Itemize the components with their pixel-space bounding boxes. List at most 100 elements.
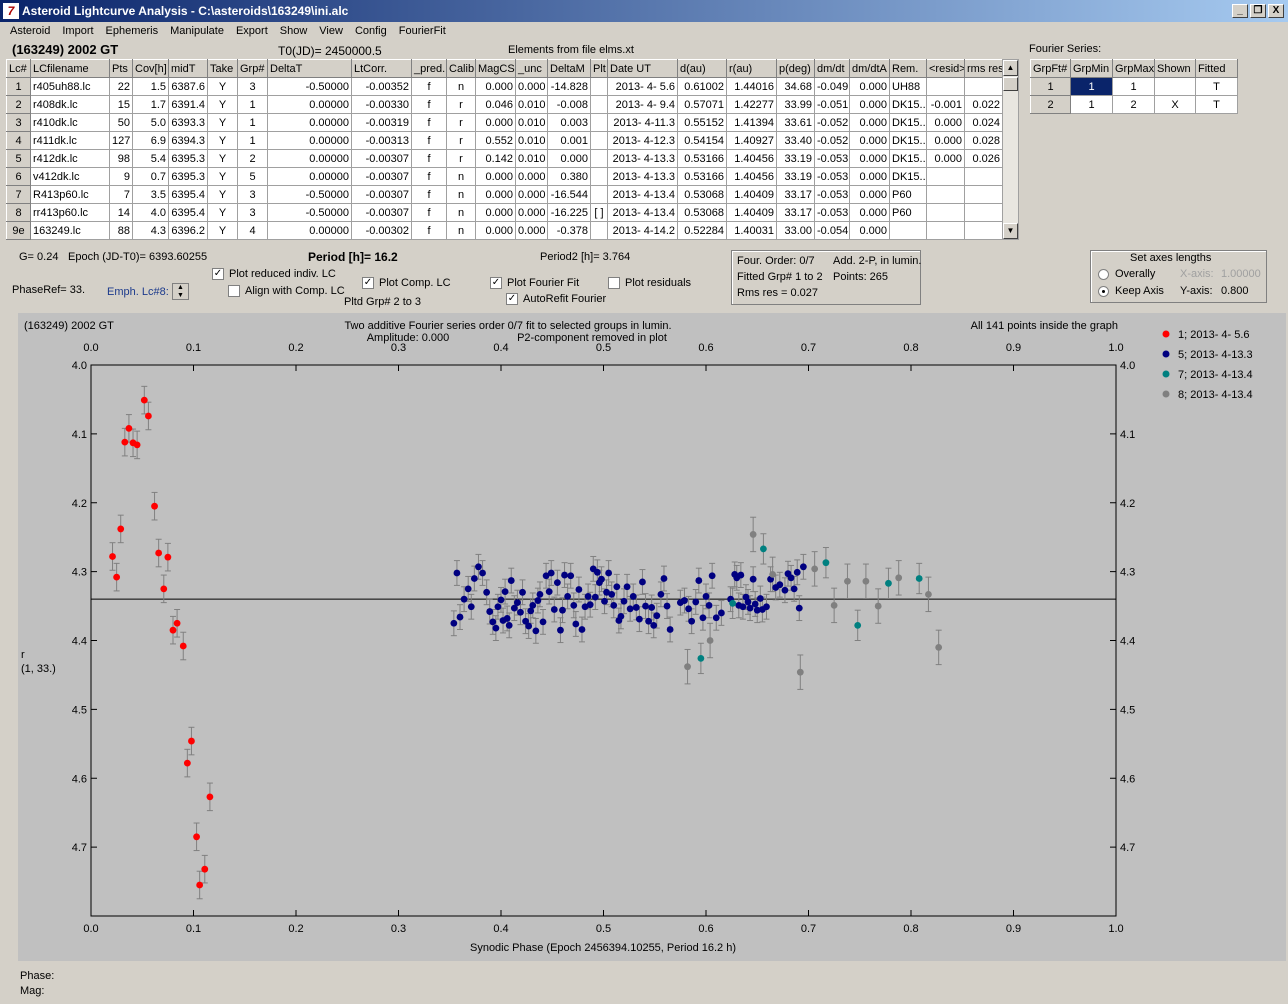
table-cell[interactable]: -0.00307 (351, 167, 412, 186)
menu-ephemeris[interactable]: Ephemeris (105, 25, 159, 37)
table-row[interactable]: 7 R413p60.lc 7 3.5 6395.4 Y 3 -0.50000 -0.00307 f… (6, 185, 1003, 204)
table-cell[interactable] (590, 95, 608, 114)
table-cell[interactable]: 0.53166 (677, 149, 727, 168)
table-cell[interactable]: 0.003 (547, 113, 591, 132)
table-cell[interactable]: -0.50000 (267, 203, 352, 222)
table-cell[interactable]: 0.000 (475, 221, 516, 240)
table-cell[interactable]: -16.225 (547, 203, 591, 222)
col-header[interactable]: Cov[h] (132, 59, 169, 78)
table-cell[interactable]: 0.000 (475, 203, 516, 222)
row-header[interactable]: 2 (6, 95, 31, 114)
table-cell[interactable] (590, 167, 608, 186)
checkbox-box[interactable] (228, 285, 240, 298)
scroll-thumb[interactable] (1003, 77, 1018, 91)
table-cell[interactable]: DK15.. (889, 149, 927, 168)
col-header[interactable]: Pts (109, 59, 133, 78)
fourier-cell[interactable]: 1 (1070, 77, 1113, 96)
table-cell[interactable]: 0.00000 (267, 167, 352, 186)
col-header[interactable]: Grp# (237, 59, 268, 78)
table-cell[interactable] (590, 149, 608, 168)
table-cell[interactable]: -0.052 (814, 113, 850, 132)
row-header[interactable]: 7 (6, 185, 31, 204)
table-cell[interactable]: 33.17 (776, 203, 815, 222)
table-cell[interactable]: 1.40456 (726, 149, 777, 168)
table-cell[interactable]: 6395.3 (168, 149, 208, 168)
table-cell[interactable]: 22 (109, 77, 133, 96)
fourier-row-header[interactable]: 2 (1030, 95, 1071, 114)
col-header[interactable]: <resid> (926, 59, 965, 78)
table-cell[interactable]: 0.552 (475, 131, 516, 150)
col-header[interactable]: rms res (964, 59, 1003, 78)
row-header[interactable]: 4 (6, 131, 31, 150)
col-header[interactable]: r(au) (726, 59, 777, 78)
plot-comp-checkbox[interactable]: ✓ Plot Comp. LC (362, 277, 451, 290)
table-cell[interactable]: 0.000 (515, 221, 548, 240)
table-cell[interactable]: -0.50000 (267, 185, 352, 204)
table-row[interactable]: 6 v412dk.lc 9 0.7 6395.3 Y 5 0.00000 -0.00307 f n 0… (6, 167, 1003, 186)
x-axis-value[interactable]: 1.00000 (1221, 268, 1261, 280)
table-cell[interactable]: 163249.lc (30, 221, 110, 240)
table-cell[interactable]: 0.024 (964, 113, 1003, 132)
col-header[interactable]: LtCorr. (351, 59, 412, 78)
table-cell[interactable]: f (411, 185, 447, 204)
scroll-up-icon[interactable]: ▲ (1003, 60, 1018, 76)
table-row[interactable]: 1 r405uh88.lc 22 1.5 6387.6 Y 3 -0.50000 -0.0035… (6, 77, 1003, 96)
table-cell[interactable]: 6391.4 (168, 95, 208, 114)
menu-view[interactable]: View (319, 25, 343, 37)
table-row[interactable]: 9e 163249.lc 88 4.3 6396.2 Y 4 0.00000 -0.00302 f… (6, 221, 1003, 240)
table-cell[interactable]: -0.054 (814, 221, 850, 240)
table-cell[interactable]: 88 (109, 221, 133, 240)
checkbox-box[interactable]: ✓ (362, 277, 374, 290)
table-cell[interactable]: 2013- 4-13.3 (607, 149, 678, 168)
table-cell[interactable]: Y (207, 77, 238, 96)
table-cell[interactable]: -0.00330 (351, 95, 412, 114)
table-cell[interactable]: 0.001 (547, 131, 591, 150)
col-header[interactable]: Calib (446, 59, 476, 78)
radio-circle[interactable] (1098, 285, 1109, 297)
table-cell[interactable]: n (446, 203, 476, 222)
table-cell[interactable]: 7 (109, 185, 133, 204)
table-cell[interactable]: -0.001 (926, 95, 965, 114)
table-cell[interactable]: DK15.. (889, 131, 927, 150)
table-cell[interactable]: 0.000 (849, 185, 890, 204)
table-cell[interactable]: r (446, 95, 476, 114)
table-cell[interactable]: 33.00 (776, 221, 815, 240)
col-header[interactable]: _pred. (411, 59, 447, 78)
table-cell[interactable] (590, 77, 608, 96)
table-cell[interactable]: 6394.3 (168, 131, 208, 150)
table-cell[interactable]: 0.026 (964, 149, 1003, 168)
table-cell[interactable]: 4 (237, 221, 268, 240)
table-cell[interactable]: DK15.. (889, 167, 927, 186)
table-cell[interactable]: -0.00313 (351, 131, 412, 150)
menu-show[interactable]: Show (279, 25, 308, 37)
table-cell[interactable]: 1 (237, 131, 268, 150)
table-row[interactable]: 4 r411dk.lc 127 6.9 6394.3 Y 1 0.00000 -0.00313 f… (6, 131, 1003, 150)
row-header[interactable]: 1 (6, 77, 31, 96)
overally-radio[interactable]: Overally (1098, 268, 1155, 280)
row-header[interactable]: 9e (6, 221, 31, 240)
table-cell[interactable] (964, 203, 1003, 222)
table-row[interactable]: 8 rr413p60.lc 14 4.0 6395.4 Y 3 -0.50000 -0.0030… (6, 203, 1003, 222)
table-cell[interactable]: DK15.. (889, 113, 927, 132)
table-cell[interactable]: 2013- 4- 9.4 (607, 95, 678, 114)
table-cell[interactable]: -0.50000 (267, 77, 352, 96)
table-cell[interactable]: 0.000 (849, 131, 890, 150)
table-cell[interactable]: -0.00307 (351, 185, 412, 204)
plot-reduced-checkbox[interactable]: ✓ Plot reduced indiv. LC (212, 268, 336, 281)
col-header[interactable]: Date UT (607, 59, 678, 78)
table-cell[interactable]: Y (207, 203, 238, 222)
table-cell[interactable]: Y (207, 167, 238, 186)
row-header[interactable]: 6 (6, 167, 31, 186)
table-cell[interactable]: 3.5 (132, 185, 169, 204)
table-cell[interactable]: 1.40031 (726, 221, 777, 240)
table-cell[interactable] (964, 167, 1003, 186)
table-cell[interactable]: -0.00302 (351, 221, 412, 240)
table-cell[interactable]: f (411, 113, 447, 132)
table-cell[interactable]: v412dk.lc (30, 167, 110, 186)
table-cell[interactable]: Y (207, 185, 238, 204)
fourier-col-header[interactable]: Shown (1154, 59, 1196, 78)
table-cell[interactable]: r411dk.lc (30, 131, 110, 150)
table-cell[interactable]: -14.828 (547, 77, 591, 96)
